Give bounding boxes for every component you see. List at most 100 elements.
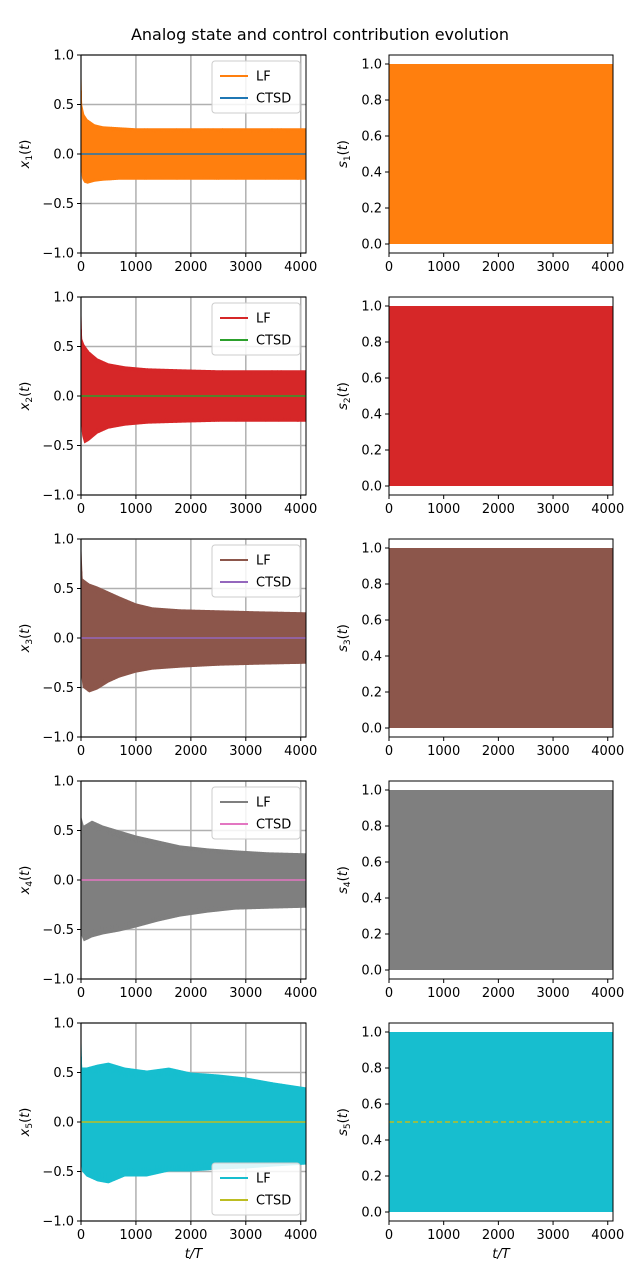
y-tick-label: −1.0 xyxy=(42,1215,74,1230)
x-tick-label: 0 xyxy=(77,986,85,1001)
y-axis-label-subscript: 3 xyxy=(343,639,353,645)
y-axis-label-t: t xyxy=(18,870,33,876)
control-panel-3: 0 1000 2000 3000 4000 0.0 0.2 0.4 0.6 0.8 1.0 s3(t) xyxy=(336,538,624,759)
legend-label-ctsd: CTSD xyxy=(256,818,291,833)
control-signal-band xyxy=(389,64,613,244)
y-tick-label: 0.0 xyxy=(361,964,382,979)
x-tick-label: 3000 xyxy=(537,260,570,275)
y-tick-label: 0.0 xyxy=(361,238,382,253)
y-tick-label: 0.4 xyxy=(361,650,382,665)
legend: LF CTSD xyxy=(211,786,301,840)
x-tick-label: 0 xyxy=(77,744,85,759)
series-lf-trace xyxy=(81,1040,306,1183)
legend-label-ctsd: CTSD xyxy=(256,92,291,107)
y-tick-label: 0.4 xyxy=(361,892,382,907)
y-tick-label: 0.5 xyxy=(53,1066,74,1081)
y-tick-label: 0.6 xyxy=(361,856,382,871)
y-axis-label-symbol: s xyxy=(336,887,351,894)
y-axis-label-subscript: 4 xyxy=(25,881,35,887)
x-tick-label: 2000 xyxy=(482,260,515,275)
x-tick-label: 2000 xyxy=(482,502,515,517)
y-axis-label: s1(t) xyxy=(336,140,353,168)
series-lf-trace xyxy=(81,821,306,940)
x-tick-label: 0 xyxy=(77,502,85,517)
x-tick-label: 3000 xyxy=(537,502,570,517)
legend: LF CTSD xyxy=(211,544,301,598)
y-axis-label-paren: ) xyxy=(18,1108,33,1113)
series-group xyxy=(389,790,613,970)
series-lf-trace xyxy=(81,314,306,442)
x-tick-label: 3000 xyxy=(537,744,570,759)
x-tick-label: 2000 xyxy=(174,260,207,275)
series-group xyxy=(389,1032,613,1212)
legend-label-lf: LF xyxy=(256,796,271,811)
series-group xyxy=(81,297,306,444)
y-tick-label: 1.0 xyxy=(361,542,382,557)
y-tick-label: −1.0 xyxy=(42,731,74,746)
x-tick-label: 4000 xyxy=(591,1228,624,1243)
y-axis-label-t: t xyxy=(336,386,351,392)
y-axis-label-paren: ) xyxy=(18,140,33,145)
y-tick-label: 1.0 xyxy=(53,1017,74,1032)
x-tick-label: 1000 xyxy=(427,986,460,1001)
legend-label-lf: LF xyxy=(256,1172,271,1187)
x-tick-label: 4000 xyxy=(284,1228,317,1243)
y-tick-label: 0.8 xyxy=(361,578,382,593)
y-tick-label: 0.4 xyxy=(361,1134,382,1149)
y-tick-label: 0.0 xyxy=(53,1116,74,1131)
series-group xyxy=(81,1023,306,1184)
y-tick-label: −0.5 xyxy=(42,197,74,212)
y-axis-label-paren: ) xyxy=(336,140,351,145)
x-tick-label: 0 xyxy=(77,1228,85,1243)
y-tick-label: −1.0 xyxy=(42,489,74,504)
y-tick-label: 0.6 xyxy=(361,1098,382,1113)
series-group xyxy=(81,55,306,184)
x-tick-label: 4000 xyxy=(591,260,624,275)
y-tick-label: 0.6 xyxy=(361,372,382,387)
y-tick-label: −1.0 xyxy=(42,247,74,262)
x-tick-label: 1000 xyxy=(119,260,152,275)
x-tick-label: 0 xyxy=(77,260,85,275)
y-tick-label: 0.8 xyxy=(361,1062,382,1077)
control-signal-band xyxy=(389,306,613,486)
y-axis-label-t: t xyxy=(18,386,33,392)
control-signal-band xyxy=(389,548,613,728)
y-axis-label-subscript: 4 xyxy=(343,881,353,887)
y-tick-label: −0.5 xyxy=(42,1165,74,1180)
series-lf-trace xyxy=(81,556,306,692)
x-tick-label: 3000 xyxy=(229,1228,262,1243)
y-tick-label: 1.0 xyxy=(361,784,382,799)
y-tick-label: 0.0 xyxy=(361,722,382,737)
y-axis-label-subscript: 2 xyxy=(343,397,353,403)
y-tick-label: 0.8 xyxy=(361,820,382,835)
x-tick-label: 0 xyxy=(385,1228,393,1243)
y-axis-label-symbol: x xyxy=(18,160,33,169)
x-tick-label: 2000 xyxy=(482,1228,515,1243)
state-panel-2: 0 1000 2000 3000 4000 −1.0 −0.5 0.0 0.5 1.0 x2(t) L… xyxy=(18,291,317,518)
axes-frame xyxy=(388,538,614,738)
y-tick-label: 0.4 xyxy=(361,166,382,181)
y-axis-label: x2(t) xyxy=(18,382,35,412)
y-axis-label-subscript: 1 xyxy=(343,155,353,161)
y-tick-label: 0.2 xyxy=(361,202,382,217)
axes-frame xyxy=(388,1022,614,1222)
y-axis-label: s4(t) xyxy=(336,866,353,894)
x-tick-label: 0 xyxy=(385,502,393,517)
y-axis-label-symbol: s xyxy=(336,645,351,652)
y-axis-label-symbol: s xyxy=(336,403,351,410)
y-axis-label-subscript: 1 xyxy=(25,155,35,161)
control-panel-2: 0 1000 2000 3000 4000 0.0 0.2 0.4 0.6 0.8 1.0 s2(t) xyxy=(336,296,624,517)
x-tick-label: 3000 xyxy=(229,260,262,275)
y-axis-label-subscript: 3 xyxy=(25,639,35,645)
y-tick-label: −1.0 xyxy=(42,973,74,988)
x-tick-label: 3000 xyxy=(229,986,262,1001)
y-tick-label: 0.0 xyxy=(361,1206,382,1221)
series-group xyxy=(389,548,613,728)
legend-box xyxy=(211,786,301,840)
y-tick-label: 0.2 xyxy=(361,1170,382,1185)
y-tick-label: 0.0 xyxy=(361,480,382,495)
y-axis-label-paren: ( xyxy=(18,876,33,881)
y-axis-label-subscript: 5 xyxy=(25,1123,35,1129)
legend: LF CTSD xyxy=(211,302,301,356)
